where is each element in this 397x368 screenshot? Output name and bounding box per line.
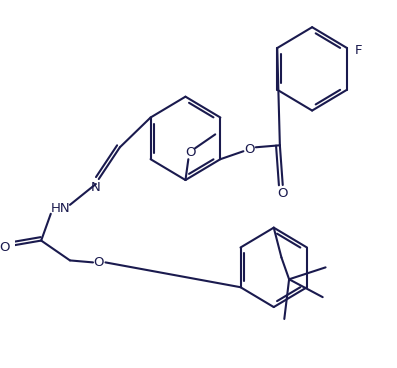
Text: O: O — [94, 256, 104, 269]
Text: O: O — [185, 146, 195, 159]
Text: N: N — [91, 181, 101, 194]
Text: HN: HN — [50, 202, 70, 215]
Text: O: O — [244, 143, 254, 156]
Text: O: O — [278, 187, 288, 201]
Text: F: F — [355, 43, 362, 57]
Text: O: O — [0, 241, 10, 254]
